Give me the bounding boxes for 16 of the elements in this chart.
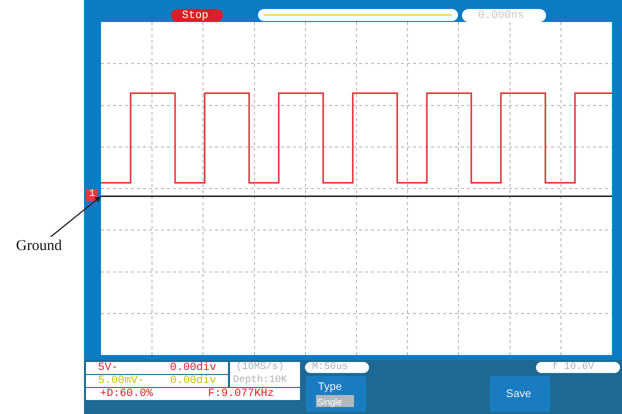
text: Save [506, 388, 532, 400]
text: 0.00div [170, 362, 216, 374]
text: Depth:10K [233, 375, 288, 387]
text: Type [318, 381, 342, 393]
text: Single [317, 396, 342, 408]
text: Ground [16, 238, 62, 254]
text: M:50us [312, 362, 348, 374]
text: f 10.6V [552, 362, 594, 374]
text: 5.00mV- [98, 375, 144, 387]
text: F:9.077KHz [208, 388, 274, 400]
text: +D:60.0% [100, 388, 153, 400]
text: 0.00div [170, 375, 216, 387]
text: 1 [89, 189, 96, 201]
text: Stop [182, 10, 208, 22]
text: (10MS/s) [236, 362, 284, 374]
text: 5V- [98, 362, 118, 374]
